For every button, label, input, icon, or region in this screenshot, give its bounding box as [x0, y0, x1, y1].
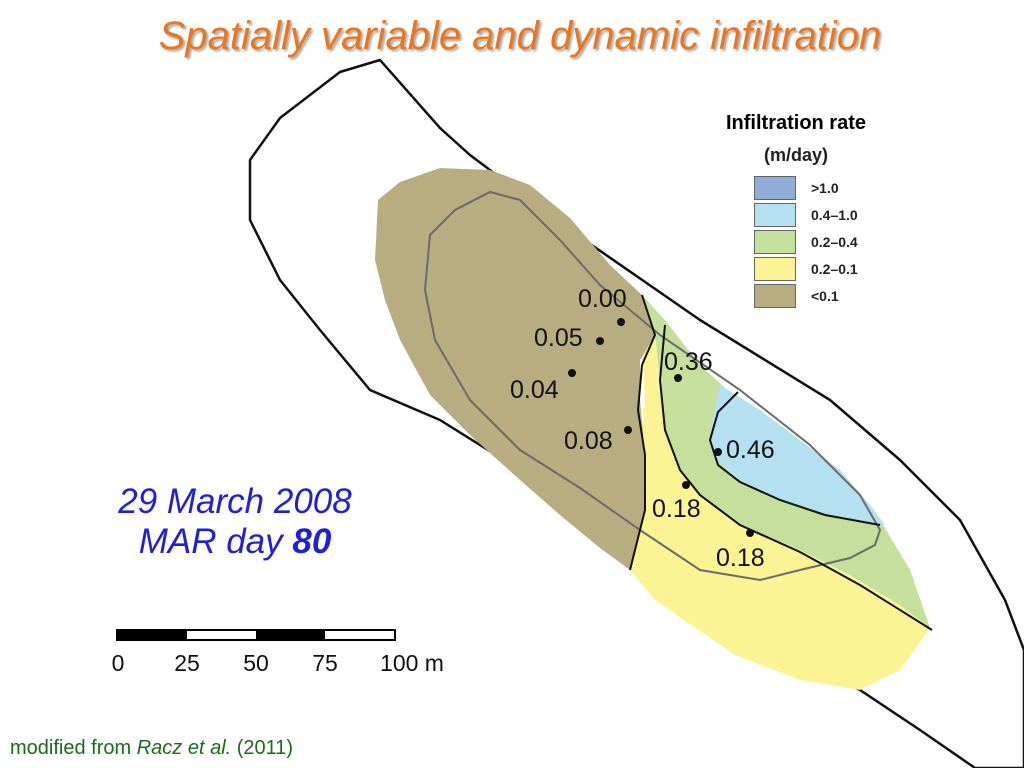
- measurement-label: 0.36: [664, 348, 713, 376]
- legend-label: <0.1: [811, 287, 839, 304]
- legend-item: <0.1: [754, 282, 894, 309]
- credit-year: (2011): [236, 737, 294, 759]
- scale-segment: [325, 631, 394, 639]
- date-block: 29 March 2008 MAR day 80: [80, 482, 390, 562]
- contour-tan-boundary: [629, 294, 657, 571]
- sample-point: [714, 448, 722, 456]
- measurement-label: 0.04: [510, 376, 559, 404]
- basin-outer-outline: [248, 58, 1024, 768]
- legend-item: 0.2–0.1: [754, 255, 894, 282]
- scale-tick-label: 50: [243, 650, 269, 676]
- date-text: 29 March 2008: [118, 482, 352, 521]
- sample-point: [682, 481, 690, 489]
- legend-swatch: [754, 229, 796, 254]
- mar-day-value: 80: [292, 522, 332, 561]
- legend-swatch: [754, 283, 796, 308]
- legend-item: >1.0: [754, 174, 894, 201]
- legend-swatch: [754, 256, 796, 281]
- legend-item: 0.4–1.0: [754, 201, 894, 228]
- legend-label: >1.0: [811, 179, 839, 196]
- measurement-label: 0.18: [652, 495, 701, 523]
- mar-day-line: MAR day 80: [80, 522, 390, 562]
- measurement-label: 0.00: [578, 285, 627, 313]
- credit-prefix: modified from: [10, 737, 132, 759]
- sample-point: [596, 337, 604, 345]
- mar-day-label: MAR day: [138, 522, 283, 561]
- sample-point: [746, 529, 754, 537]
- legend-swatch: [754, 202, 796, 227]
- basin-inner-outline: [423, 190, 882, 582]
- sample-point: [617, 318, 625, 326]
- measurement-label: 0.46: [726, 436, 775, 464]
- legend-label: 0.4–1.0: [811, 206, 858, 223]
- scale-tick-label: 75: [312, 650, 338, 676]
- scale-tick-label: 0: [111, 650, 125, 676]
- sample-point: [624, 426, 632, 434]
- measurement-label: 0.18: [716, 544, 765, 572]
- legend: >1.0 0.4–1.0 0.2–0.4 0.2–0.1 <0.1: [754, 174, 894, 309]
- legend-label: 0.2–0.1: [811, 260, 858, 277]
- credit-authors: Racz et al.: [136, 737, 232, 759]
- scale-tick-label: 100 m: [380, 650, 444, 676]
- zone-blue: [710, 385, 885, 525]
- slide-title: Spatially variable and dynamic infiltrat…: [158, 14, 882, 58]
- zone-tan: [375, 168, 655, 570]
- sample-point: [674, 374, 682, 382]
- scale-segment: [187, 631, 256, 639]
- legend-item: 0.2–0.4: [754, 228, 894, 255]
- legend-swatch: [754, 175, 796, 200]
- source-credit: modified from Racz et al. (2011): [10, 737, 293, 760]
- legend-title: Infiltration rate: [725, 112, 866, 134]
- sample-point: [568, 369, 576, 377]
- scale-bar: [116, 629, 396, 641]
- contour-green-boundary: [658, 324, 933, 631]
- scale-segment: [256, 631, 325, 639]
- scale-tick-label: 25: [174, 650, 200, 676]
- measurement-label: 0.08: [564, 427, 613, 455]
- scale-segment: [118, 631, 187, 639]
- contour-blue-boundary: [708, 391, 881, 526]
- legend-units: (m/day): [763, 145, 828, 165]
- measurement-label: 0.05: [534, 324, 583, 352]
- legend-label: 0.2–0.4: [811, 233, 858, 250]
